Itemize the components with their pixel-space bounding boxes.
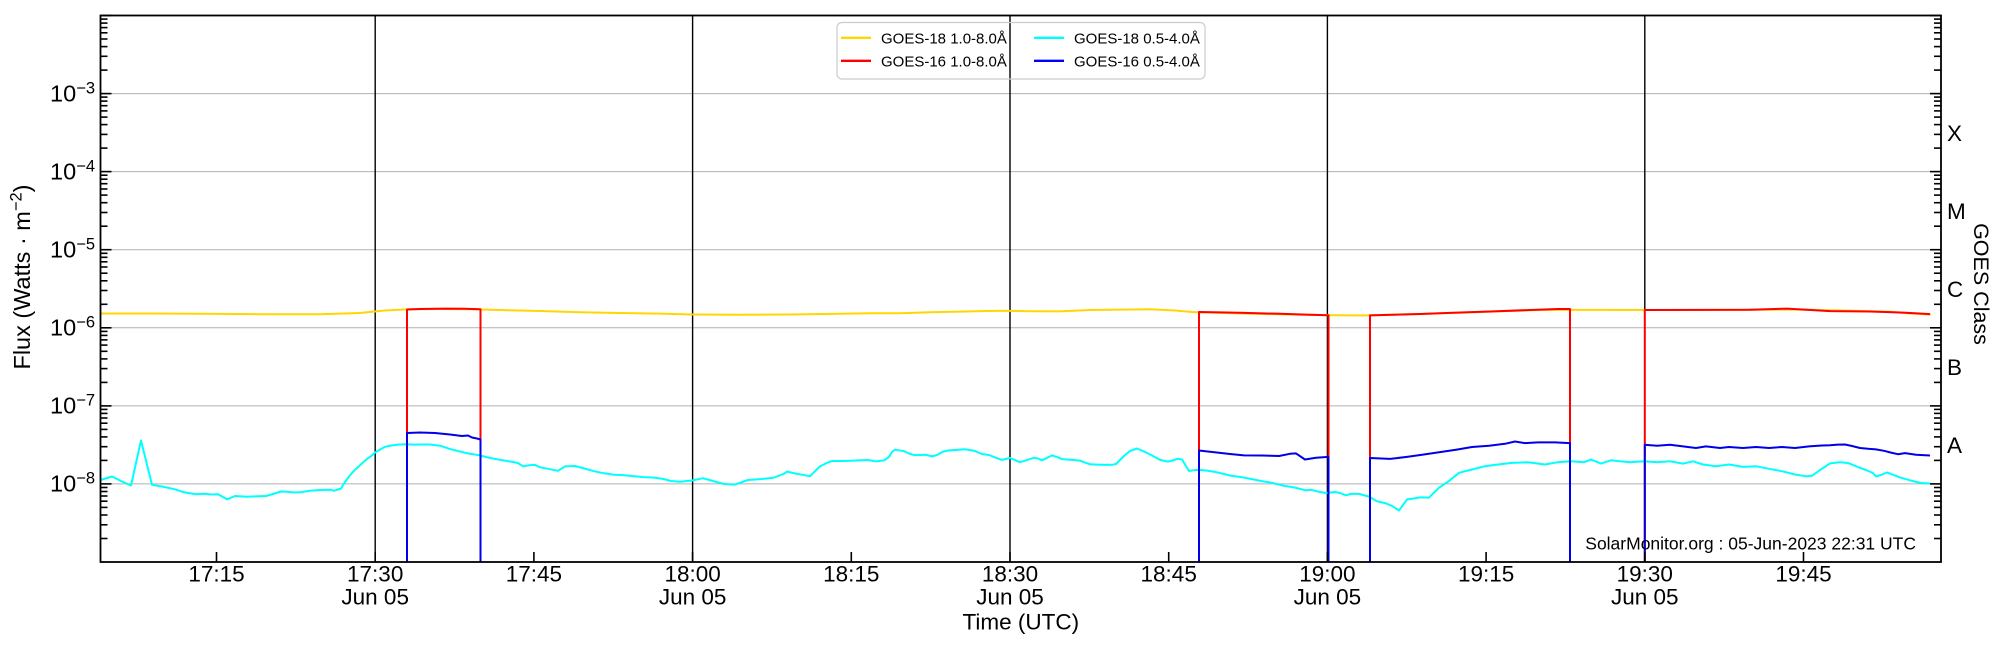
svg-text:17:30: 17:30	[347, 562, 403, 587]
svg-text:18:45: 18:45	[1141, 562, 1197, 587]
svg-text:10−3: 10−3	[50, 79, 95, 106]
svg-text:GOES-16 1.0-8.0Å: GOES-16 1.0-8.0Å	[881, 54, 1007, 71]
svg-text:X: X	[1947, 121, 1962, 146]
svg-text:Jun 05: Jun 05	[976, 585, 1044, 610]
svg-text:17:45: 17:45	[506, 562, 562, 587]
svg-text:B: B	[1947, 355, 1962, 380]
svg-text:Flux (Watts · m−2): Flux (Watts · m−2)	[8, 184, 36, 369]
svg-text:18:15: 18:15	[823, 562, 879, 587]
svg-text:18:30: 18:30	[982, 562, 1038, 587]
svg-text:19:15: 19:15	[1458, 562, 1514, 587]
svg-text:Jun 05: Jun 05	[1611, 585, 1679, 610]
svg-text:19:00: 19:00	[1299, 562, 1355, 587]
svg-text:17:15: 17:15	[188, 562, 244, 587]
svg-text:GOES-18 0.5-4.0Å: GOES-18 0.5-4.0Å	[1074, 31, 1200, 48]
svg-text:GOES Class: GOES Class	[1969, 223, 1993, 345]
svg-text:10−8: 10−8	[50, 470, 95, 497]
svg-text:SolarMonitor.org : 05-Jun-2023: SolarMonitor.org : 05-Jun-2023 22:31 UTC	[1585, 534, 1916, 554]
svg-text:GOES-18 1.0-8.0Å: GOES-18 1.0-8.0Å	[881, 31, 1007, 48]
svg-text:Jun 05: Jun 05	[1294, 585, 1362, 610]
svg-text:C: C	[1947, 277, 1963, 302]
svg-text:M: M	[1947, 199, 1966, 224]
svg-text:A: A	[1947, 433, 1962, 458]
svg-text:Jun 05: Jun 05	[659, 585, 727, 610]
svg-text:19:30: 19:30	[1617, 562, 1673, 587]
svg-text:Time (UTC): Time (UTC)	[962, 610, 1079, 635]
svg-text:GOES-16 0.5-4.0Å: GOES-16 0.5-4.0Å	[1074, 54, 1200, 71]
svg-text:Jun 05: Jun 05	[341, 585, 409, 610]
svg-text:18:00: 18:00	[664, 562, 720, 587]
svg-text:19:45: 19:45	[1775, 562, 1831, 587]
